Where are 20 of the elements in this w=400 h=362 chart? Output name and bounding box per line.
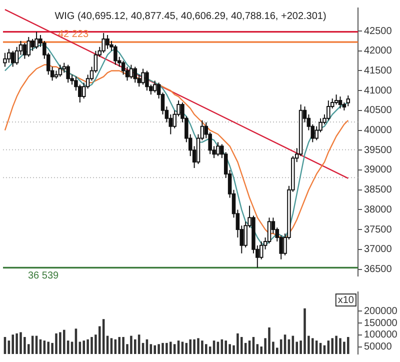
- y-tick-label: 37500: [364, 224, 392, 236]
- y-tick-label: 100000: [364, 330, 398, 341]
- y-tick-label: 150000: [364, 318, 398, 329]
- ref-line-label: 36 539: [28, 270, 60, 282]
- y-tick-label: 39000: [364, 164, 392, 176]
- y-tick-label: 39500: [364, 144, 392, 156]
- y-tick-label: 40500: [364, 105, 392, 116]
- chart-title: WIG (40,695.12, 40,877.45, 40,606.29, 40,788.16, +202.301): [54, 10, 326, 22]
- y-tick-label: 200000: [364, 306, 398, 317]
- y-tick-label: 42500: [364, 26, 392, 37]
- annotation: x10: [338, 294, 354, 306]
- y-tick-label: 37000: [364, 244, 392, 256]
- y-tick-label: 38000: [364, 204, 392, 216]
- y-tick-label: 38500: [364, 184, 392, 196]
- y-tick-label: 50000: [364, 342, 392, 353]
- y-tick-label: 41000: [364, 85, 392, 96]
- y-tick-label: 40000: [364, 125, 392, 136]
- y-tick-label: 41500: [364, 65, 392, 76]
- y-tick-label: 36500: [364, 264, 392, 275]
- y-tick-label: 42000: [364, 46, 392, 57]
